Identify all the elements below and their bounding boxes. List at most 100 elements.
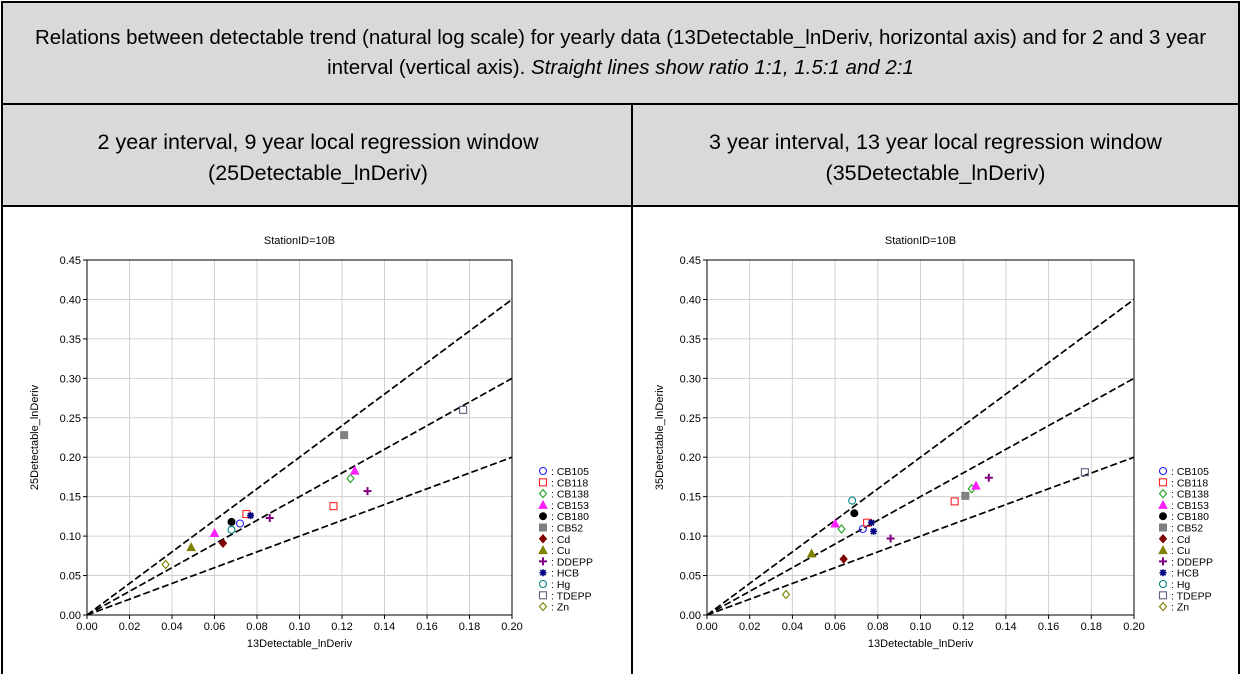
data-point bbox=[161, 559, 170, 570]
legend-label: : CB153 bbox=[1171, 500, 1209, 512]
right-column-header: 3 year interval, 13 year local regressio… bbox=[631, 103, 1240, 207]
legend-marker bbox=[1158, 545, 1168, 555]
legend-marker bbox=[539, 512, 547, 521]
data-point bbox=[227, 525, 236, 534]
right-header-text: 3 year interval, 13 year local regressio… bbox=[641, 127, 1230, 189]
data-point bbox=[850, 509, 859, 518]
data-point bbox=[886, 534, 895, 543]
y-tick-label: 0.40 bbox=[680, 294, 701, 306]
y-tick-label: 0.15 bbox=[60, 492, 81, 504]
right-chart-cell bbox=[631, 205, 1240, 674]
x-tick-label: 0.06 bbox=[204, 621, 225, 633]
data-point bbox=[1080, 468, 1089, 477]
data-point bbox=[209, 527, 220, 537]
y-tick-label: 0.20 bbox=[680, 452, 701, 464]
y-axis-label: 25Detectable_lnDeriv bbox=[29, 384, 41, 490]
right-header-line1: 3 year interval, 13 year local regressio… bbox=[709, 130, 1162, 154]
x-tick-label: 0.18 bbox=[1081, 621, 1102, 633]
data-point bbox=[781, 589, 791, 600]
x-tick-label: 0.12 bbox=[331, 621, 352, 633]
legend-label: : HCB bbox=[1171, 568, 1199, 580]
data-point bbox=[858, 524, 867, 534]
data-point bbox=[830, 518, 840, 528]
y-tick-label: 0.25 bbox=[60, 413, 81, 425]
x-tick-label: 0.14 bbox=[374, 621, 395, 633]
legend-marker bbox=[538, 488, 548, 499]
data-point bbox=[870, 527, 878, 535]
scatter-chart-2-year: 0.00 0.02 0.04 0.06 0.08 0.10 0.12 0.14 0.16 0.18… bbox=[29, 235, 593, 650]
y-tick-label: 0.35 bbox=[60, 334, 81, 346]
x-tick-label: 0.20 bbox=[1123, 621, 1144, 633]
legend-marker bbox=[1158, 466, 1168, 476]
data-point bbox=[806, 548, 817, 558]
x-tick-label: 0.02 bbox=[739, 621, 760, 633]
legend-label: : Cd bbox=[1171, 534, 1190, 546]
legend-label: : CB180 bbox=[551, 511, 589, 523]
right-header-line2: (35Detectable_lnDeriv) bbox=[825, 161, 1046, 185]
legend-label: : DDEPP bbox=[551, 556, 593, 568]
legend-marker bbox=[1158, 591, 1168, 600]
legend-marker bbox=[539, 557, 547, 566]
legend-marker bbox=[1158, 601, 1168, 612]
data-point bbox=[265, 513, 274, 522]
legend-label: : CB118 bbox=[551, 477, 588, 489]
data-point bbox=[349, 465, 360, 475]
legend-label: : Hg bbox=[1171, 579, 1190, 591]
legend-label: : Zn bbox=[1171, 602, 1189, 614]
legend-label: : Cd bbox=[551, 534, 570, 546]
title-italic-text: Straight lines show ratio 1:1, 1.5:1 and… bbox=[531, 56, 914, 79]
data-point bbox=[961, 491, 970, 500]
document-title: Relations between detectable trend (natu… bbox=[13, 23, 1228, 83]
x-tick-label: 0.04 bbox=[161, 621, 182, 633]
data-point bbox=[971, 480, 981, 490]
legend-marker bbox=[1159, 557, 1167, 566]
legend-marker bbox=[538, 478, 548, 487]
y-tick-label: 0.15 bbox=[680, 492, 701, 504]
legend-label: : Cu bbox=[1171, 545, 1190, 557]
legend-marker bbox=[1158, 478, 1168, 487]
x-tick-label: 0.16 bbox=[416, 621, 437, 633]
legend-marker bbox=[538, 579, 548, 589]
left-header-line2: (25Detectable_lnDeriv) bbox=[208, 161, 428, 185]
x-tick-label: 0.06 bbox=[824, 621, 845, 633]
legend-marker bbox=[539, 523, 547, 532]
data-point bbox=[848, 496, 857, 505]
legend-label: : CB153 bbox=[551, 500, 589, 512]
left-header-line1: 2 year interval, 9 year local regression… bbox=[97, 130, 539, 154]
legend-marker bbox=[539, 569, 547, 577]
legend-label: : CB118 bbox=[1171, 477, 1208, 489]
x-tick-label: 0.14 bbox=[995, 621, 1016, 633]
data-point bbox=[329, 502, 338, 511]
y-axis-label: 35Detectable_lnDeriv bbox=[654, 384, 666, 490]
legend-label: : Cu bbox=[551, 545, 570, 557]
legend-label: : HCB bbox=[551, 568, 579, 580]
data-point bbox=[227, 517, 236, 526]
reference-line bbox=[86, 456, 513, 616]
data-point bbox=[984, 473, 993, 482]
reference-line bbox=[706, 298, 1135, 616]
x-tick-label: 0.16 bbox=[1038, 621, 1059, 633]
legend-marker bbox=[1159, 512, 1167, 521]
legend-label: : CB105 bbox=[1171, 466, 1209, 478]
data-point bbox=[235, 519, 245, 528]
y-tick-label: 0.20 bbox=[60, 452, 81, 464]
legend-label: : CB138 bbox=[551, 489, 589, 501]
y-tick-label: 0.05 bbox=[60, 571, 81, 583]
legend-label: : CB52 bbox=[551, 523, 583, 535]
left-header-text: 2 year interval, 9 year local regression… bbox=[11, 127, 625, 189]
legend-marker bbox=[538, 466, 548, 476]
chart-title: StationID=10B bbox=[885, 235, 956, 247]
legend-marker bbox=[1159, 523, 1167, 532]
y-tick-label: 0.05 bbox=[680, 571, 701, 583]
x-axis-label: 13Detectable_lnDeriv bbox=[247, 638, 353, 650]
reference-line bbox=[706, 377, 1135, 616]
data-point bbox=[218, 538, 228, 548]
y-tick-label: 0.10 bbox=[680, 531, 701, 543]
data-point bbox=[867, 519, 875, 527]
y-tick-label: 0.45 bbox=[60, 255, 81, 267]
y-tick-label: 0.30 bbox=[680, 373, 701, 385]
x-tick-label: 0.02 bbox=[119, 621, 140, 633]
y-tick-label: 0.25 bbox=[680, 413, 701, 425]
y-tick-label: 0.45 bbox=[680, 255, 701, 267]
left-chart-cell bbox=[1, 205, 633, 674]
